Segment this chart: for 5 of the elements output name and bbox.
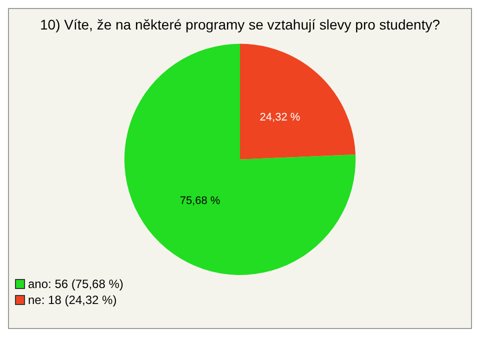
data-label: 24,32 % <box>260 112 300 124</box>
data-label: 75,68 % <box>180 195 220 208</box>
legend-label: ano: 56 (75,68 %) <box>28 277 124 291</box>
chart-title: 10) Víte, že na některé programy se vztahují slevy pro studenty? <box>40 16 440 32</box>
legend-label: ne: 18 (24,32 %) <box>28 293 117 307</box>
